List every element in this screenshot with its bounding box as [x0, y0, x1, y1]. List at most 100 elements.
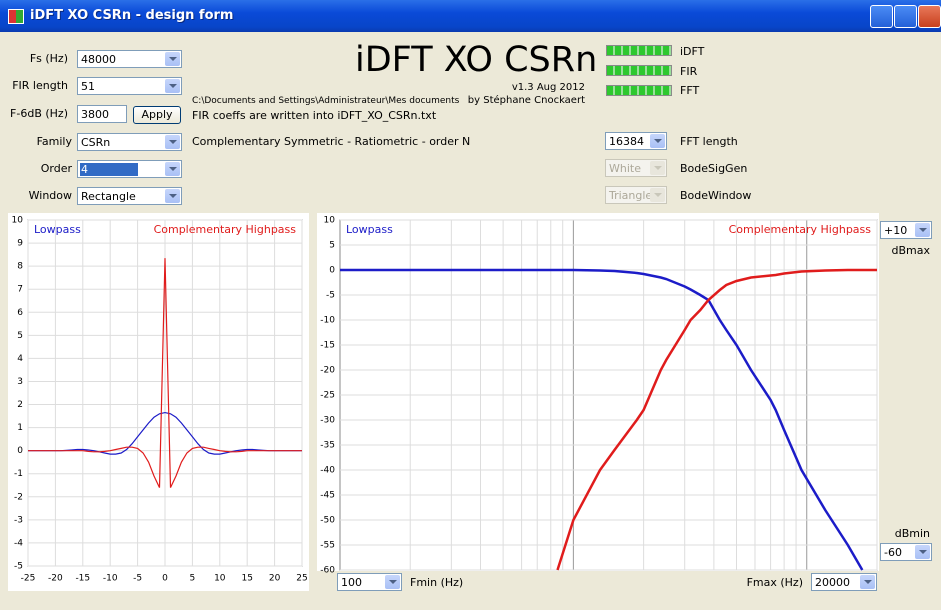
minimize-button[interactable] [870, 5, 893, 28]
fmin-label: Fmin (Hz) [410, 576, 464, 589]
y-tick-label: -35 [320, 441, 335, 451]
y-tick-label: 3 [17, 377, 23, 387]
window-combo[interactable]: Rectangle [77, 187, 182, 205]
fmax-value: 20000 [815, 576, 850, 589]
status-led [606, 85, 672, 96]
fs-combo[interactable]: 48000 [77, 50, 182, 68]
dbmax-value: +10 [884, 224, 908, 237]
family-value: CSRn [81, 136, 111, 149]
y-tick-label: -5 [326, 291, 335, 301]
y-tick-label: 0 [17, 446, 23, 456]
x-tick-label: 10 [214, 574, 226, 584]
fir-length-combo[interactable]: 51 [77, 77, 182, 95]
fs-value: 48000 [81, 53, 116, 66]
y-tick-label: -4 [14, 538, 23, 548]
status-led [606, 65, 672, 76]
f6db-label: F-6dB (Hz) [10, 107, 68, 120]
fmin-value: 100 [341, 576, 362, 589]
status-label: iDFT [680, 45, 705, 58]
bodesiggen-combo[interactable]: White [605, 159, 667, 177]
bodewindow-combo[interactable]: Triangle [605, 186, 667, 204]
dbmin-value: -60 [884, 546, 902, 559]
y-tick-label: 0 [329, 266, 335, 276]
y-tick-label: 1 [17, 423, 23, 433]
order-value: 4 [80, 163, 138, 176]
status-label: FIR [680, 65, 698, 78]
y-tick-label: 2 [17, 400, 23, 410]
fir-length-value: 51 [81, 80, 95, 93]
family-combo[interactable]: CSRn [77, 133, 182, 151]
family-description: Complementary Symmetric - Ratiometric - … [192, 135, 471, 148]
x-tick-label: 5 [190, 574, 196, 584]
y-tick-label: -25 [320, 391, 335, 401]
f6db-value: 3800 [81, 108, 109, 121]
y-tick-label: -10 [320, 316, 335, 326]
y-tick-label: 9 [17, 239, 23, 249]
app-icon [8, 9, 24, 24]
series-line [340, 268, 864, 571]
y-tick-label: -1 [14, 469, 23, 479]
fir-length-label: FIR length [12, 79, 68, 92]
y-tick-label: -20 [320, 366, 335, 376]
y-tick-label: 7 [17, 285, 23, 295]
legend-entry: Lowpass [34, 223, 81, 236]
y-tick-label: 10 [324, 216, 336, 226]
fft-length-value: 16384 [609, 135, 644, 148]
bodesiggen-label: BodeSigGen [680, 162, 748, 175]
output-path: C:\Documents and Settings\Administrateur… [192, 96, 460, 106]
bode-panel [317, 213, 879, 571]
series-line [28, 258, 302, 488]
fmax-combo[interactable]: 20000 [811, 573, 877, 591]
y-tick-label: 5 [329, 241, 335, 251]
y-tick-label: -60 [320, 566, 335, 576]
fft-length-combo[interactable]: 16384 [605, 132, 667, 150]
maximize-button[interactable] [894, 5, 917, 28]
y-tick-label: 4 [17, 354, 23, 364]
y-tick-label: 5 [17, 331, 23, 341]
dbmin-combo[interactable]: -60 [880, 543, 932, 561]
x-tick-label: -20 [48, 574, 63, 584]
y-tick-label: -45 [320, 491, 335, 501]
bodewindow-value: Triangle [609, 189, 653, 202]
x-tick-label: 20 [269, 574, 281, 584]
fmax-label: Fmax (Hz) [746, 576, 803, 589]
title-bar: iDFT XO CSRn - design form [0, 0, 941, 32]
status-led [606, 45, 672, 56]
legend-entry: Complementary Highpass [154, 223, 297, 236]
coeffs-note: FIR coeffs are written into iDFT_XO_CSRn… [192, 109, 437, 122]
y-tick-label: -55 [320, 541, 335, 551]
apply-button[interactable]: Apply [133, 106, 181, 124]
x-tick-label: 0 [162, 574, 168, 584]
y-tick-label: 6 [17, 308, 23, 318]
y-tick-label: -2 [14, 492, 23, 502]
family-label: Family [36, 135, 72, 148]
y-tick-label: -40 [320, 466, 335, 476]
x-tick-label: -25 [21, 574, 36, 584]
f6db-input[interactable]: 3800 [77, 105, 127, 123]
order-combo[interactable]: 4 [77, 160, 182, 178]
dbmax-combo[interactable]: +10 [880, 221, 932, 239]
order-label: Order [40, 162, 72, 175]
x-tick-label: -15 [75, 574, 90, 584]
impulse-panel [8, 213, 309, 591]
window-label: Window [28, 189, 72, 202]
legend-entry: Lowpass [346, 223, 393, 236]
window-title: iDFT XO CSRn - design form [30, 8, 234, 23]
x-tick-label: 25 [296, 574, 307, 584]
app-heading: iDFT XO CSRn [355, 40, 598, 80]
bodesiggen-value: White [609, 162, 641, 175]
x-tick-label: -5 [133, 574, 142, 584]
dbmax-label: dBmax [891, 244, 931, 257]
fmin-combo[interactable]: 100 [337, 573, 402, 591]
bodewindow-label: BodeWindow [680, 189, 752, 202]
y-tick-label: 10 [12, 216, 24, 226]
fft-length-label: FFT length [680, 135, 738, 148]
series-line [28, 411, 302, 455]
x-tick-label: -10 [103, 574, 118, 584]
version: v1.3 Aug 2012 [511, 82, 585, 93]
x-tick-label: 15 [241, 574, 252, 584]
series-line [556, 268, 877, 571]
author: by Stéphane Cnockaert [467, 95, 585, 106]
